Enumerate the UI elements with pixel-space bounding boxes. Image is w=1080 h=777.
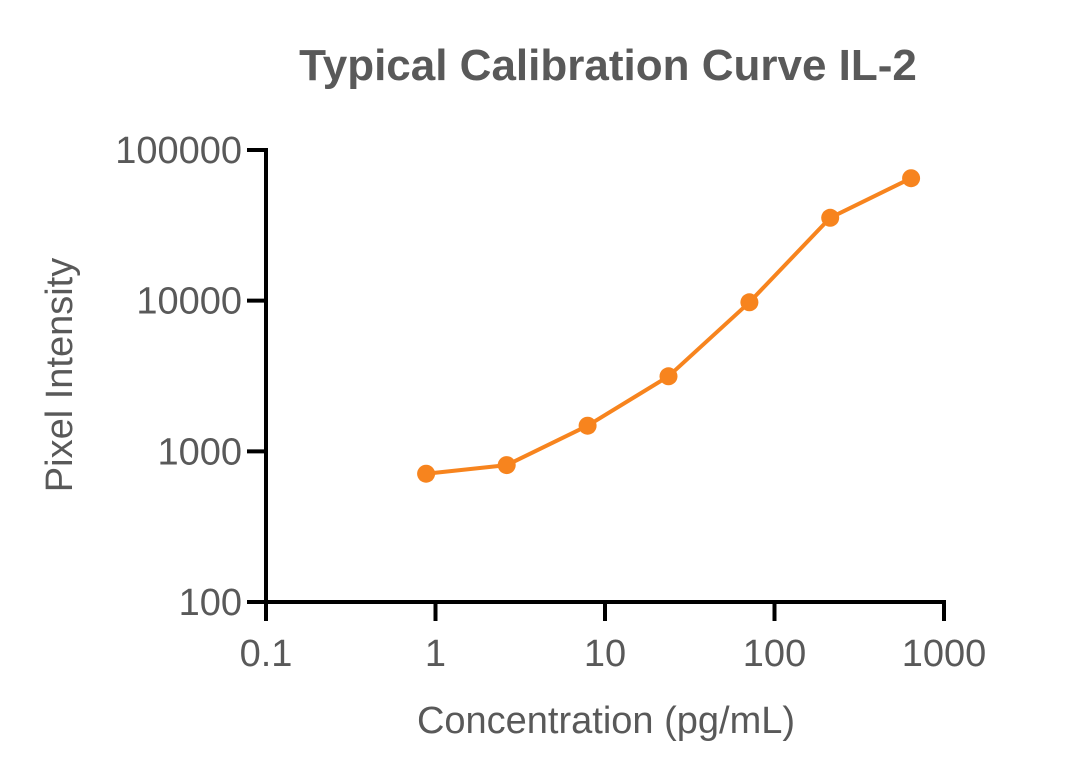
data-point — [659, 367, 678, 386]
x-axis-label: Concentration (pg/mL) — [417, 700, 795, 742]
y-tick-label: 10000 — [136, 281, 242, 323]
x-tick-label: 0.1 — [240, 633, 293, 675]
data-point — [821, 208, 840, 227]
x-tick-label: 1 — [425, 633, 446, 675]
data-point — [578, 416, 597, 435]
series-line — [424, 176, 914, 476]
data-point — [497, 456, 516, 475]
y-tick-label: 1000 — [157, 431, 242, 473]
y-axis-label: Pixel Intensity — [39, 258, 81, 492]
x-tick-label: 1000 — [902, 633, 987, 675]
data-point — [417, 464, 436, 483]
y-tick-label: 100 — [179, 582, 242, 624]
series-layer — [417, 169, 921, 483]
x-tick-label: 10 — [584, 633, 626, 675]
x-tick-label: 100 — [743, 633, 806, 675]
y-tick-label: 100000 — [115, 130, 242, 172]
data-point — [902, 169, 921, 188]
chart-title: Typical Calibration Curve IL-2 — [299, 41, 917, 90]
data-point — [740, 293, 759, 312]
axes: 0.1 1 10 100 1000 100 1000 10000 100000 — [115, 130, 986, 675]
